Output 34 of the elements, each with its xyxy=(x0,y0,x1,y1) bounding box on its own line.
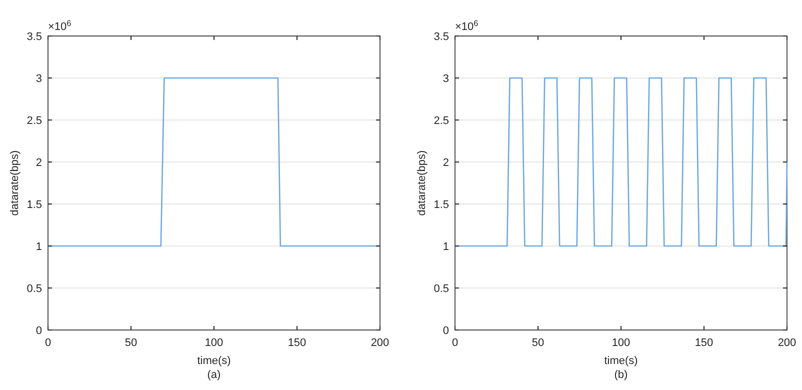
x-tick-label: 200 xyxy=(370,337,390,349)
x-tick-label: 200 xyxy=(778,337,796,349)
y-tick-label: 0 xyxy=(36,325,42,337)
y-tick-label: 3 xyxy=(36,73,42,85)
y-axis-title: datarate(bps) xyxy=(416,150,428,216)
x-axis-title: time(s) xyxy=(197,355,231,367)
x-tick-label: 50 xyxy=(532,337,544,349)
y-tick-label: 0.5 xyxy=(434,283,449,295)
y-tick-label: 1 xyxy=(442,241,449,253)
y-tick-label: 1.5 xyxy=(434,199,449,211)
text: ×10$^{6}$ xyxy=(48,18,72,33)
y-tick-label: 0 xyxy=(442,325,449,337)
y-tick-label: 2 xyxy=(442,157,449,169)
y-tick-label: 3.5 xyxy=(26,31,42,43)
text: (b) xyxy=(614,369,628,381)
text: (a) xyxy=(207,369,221,381)
x-tick-label: 150 xyxy=(694,337,714,349)
x-tick-label: 100 xyxy=(204,337,224,349)
x-axis-title: time(s) xyxy=(604,355,638,367)
x-tick-label: 150 xyxy=(288,337,306,349)
y-tick-label: 1 xyxy=(36,241,42,253)
x-tick-label: 0 xyxy=(44,337,52,349)
y-axis-title: datarate(bps) xyxy=(9,150,21,216)
y-tick-label: 0.5 xyxy=(26,283,42,295)
y-tick-label: 2 xyxy=(36,157,42,169)
y-tick-label: 2.5 xyxy=(434,115,449,127)
y-tick-label: 3.5 xyxy=(434,31,449,43)
text: ×10$^{6}$ xyxy=(455,18,479,33)
y-tick-label: 2.5 xyxy=(26,115,42,127)
x-tick-label: 50 xyxy=(124,337,138,349)
y-tick-label: 3 xyxy=(442,73,449,85)
y-tick-label: 1.5 xyxy=(26,199,42,211)
x-tick-label: 0 xyxy=(452,337,458,349)
x-tick-label: 100 xyxy=(612,337,630,349)
